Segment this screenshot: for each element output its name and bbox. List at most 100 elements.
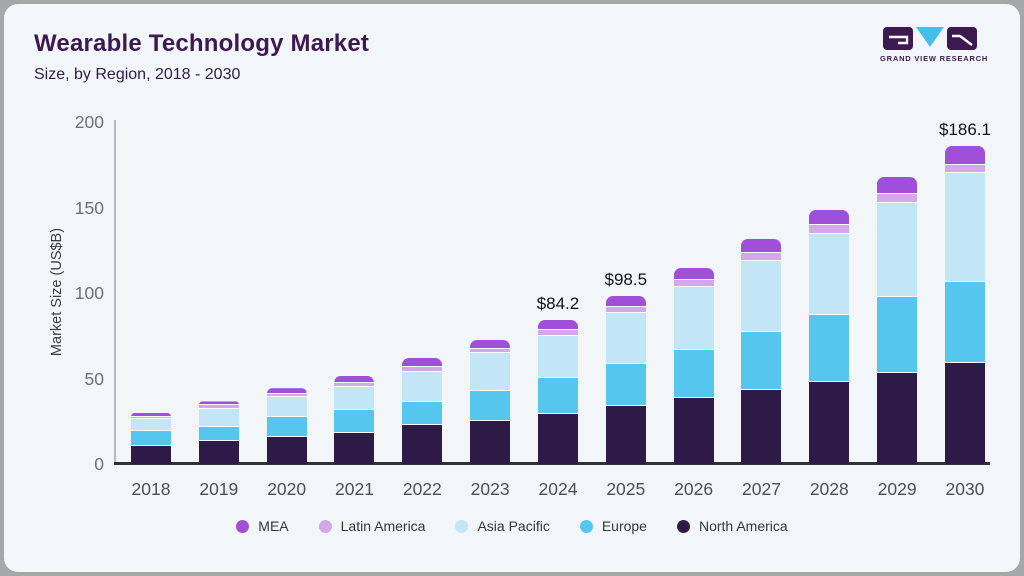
legend-swatch-icon	[676, 519, 690, 533]
bar-segment-2029-europe	[877, 297, 918, 373]
bar-segment-2018-europe	[131, 431, 171, 446]
bar-segment-2018-mea	[131, 412, 171, 417]
y-tick-label: 0	[94, 454, 104, 474]
x-tick-label-2019: 2019	[199, 479, 239, 499]
x-tick-label-2026: 2026	[674, 479, 714, 499]
x-tick-label-2020: 2020	[267, 479, 307, 499]
x-tick-label-2023: 2023	[470, 479, 510, 499]
bar-segment-2024-latin-america	[537, 329, 578, 336]
bar-segment-2021-mea	[334, 375, 375, 383]
bar-segment-2021-europe	[334, 410, 375, 433]
y-tick-label: 100	[74, 283, 104, 303]
legend-item-north-america: North America	[676, 518, 788, 534]
bar-segment-2029-mea	[877, 176, 918, 195]
logo-v-triangle-icon	[916, 26, 944, 47]
bar-segment-2023-europe	[470, 390, 511, 422]
bar-2030	[944, 145, 985, 464]
legend-label: Europe	[601, 518, 647, 534]
legend-label: Asia Pacific	[477, 518, 550, 534]
bar-segment-2021-north-america	[334, 432, 375, 464]
x-tick-label-2018: 2018	[131, 479, 171, 499]
page-title: Wearable Technology Market	[34, 30, 370, 57]
bar-segment-2022-asia-pacific	[402, 371, 443, 402]
bar-2022	[402, 358, 443, 464]
bar-segment-2027-latin-america	[741, 252, 782, 261]
bar-segment-2025-north-america	[605, 406, 646, 464]
bar-segment-2019-mea	[198, 401, 239, 406]
bar-segment-2025-europe	[605, 363, 646, 407]
chart-plot-area: Market Size (US$B) 0 50 100 150 200 2018 2019 2…	[4, 4, 1020, 572]
legend-swatch-icon	[236, 519, 250, 533]
x-tick-label-2025: 2025	[606, 479, 646, 499]
gvr-logo: GRAND VIEW RESEARCH	[880, 26, 989, 63]
logo-r-block-icon	[947, 26, 977, 50]
bar-segment-2018-asia-pacific	[131, 419, 171, 432]
bar-segment-2023-asia-pacific	[470, 353, 511, 391]
bar-segment-2028-north-america	[809, 381, 850, 464]
bar-segment-2019-latin-america	[198, 405, 239, 409]
bar-segment-2018-north-america	[131, 445, 171, 464]
bar-segment-2028-latin-america	[809, 224, 850, 234]
legend-item-mea: MEA	[236, 518, 289, 534]
bar-segment-2026-latin-america	[673, 280, 714, 288]
chart-legend: MEA Latin America Asia Pacific Europe North …	[4, 518, 1020, 534]
x-tick-label-2021: 2021	[335, 479, 374, 499]
x-tick-label-2030: 2030	[945, 479, 985, 499]
bar-2023	[470, 340, 511, 464]
bar-segment-2024-asia-pacific	[537, 335, 578, 379]
bar-segment-2022-europe	[402, 401, 443, 426]
bar-segment-2026-mea	[673, 268, 714, 281]
legend-item-asia-pacific: Asia Pacific	[455, 518, 550, 534]
legend-label: North America	[698, 518, 788, 534]
bar-segment-2026-europe	[673, 349, 714, 399]
bar-segment-2023-latin-america	[470, 348, 511, 354]
bar-2018	[131, 412, 171, 464]
x-tick-label-2022: 2022	[402, 479, 442, 499]
bar-segment-2026-asia-pacific	[673, 287, 714, 350]
bar-segment-2023-mea	[470, 340, 511, 349]
legend-label: Latin America	[340, 518, 426, 534]
bar-segment-2028-asia-pacific	[809, 233, 850, 315]
chart-card: Wearable Technology Market Size, by Regi…	[4, 4, 1020, 572]
bar-segment-2029-latin-america	[877, 194, 918, 204]
bar-segment-2030-europe	[944, 281, 985, 364]
legend-label: MEA	[258, 518, 289, 534]
bar-segment-2019-asia-pacific	[198, 408, 239, 427]
bar-2025	[605, 295, 646, 464]
bar-segment-2022-north-america	[402, 425, 443, 464]
bar-segment-2027-north-america	[741, 389, 782, 464]
bar-2024	[537, 320, 578, 464]
bar-segment-2024-europe	[537, 378, 578, 414]
y-tick-label: 150	[74, 197, 104, 218]
y-tick-label: 200	[74, 112, 104, 132]
bar-segment-2022-latin-america	[402, 367, 443, 372]
bar-segment-2030-mea	[944, 145, 985, 165]
bar-segment-2029-asia-pacific	[877, 203, 918, 298]
bar-segment-2018-latin-america	[131, 416, 171, 420]
bar-segment-2019-europe	[198, 426, 239, 442]
bar-segment-2024-mea	[537, 320, 578, 330]
x-tick-label-2027: 2027	[742, 479, 781, 499]
x-tick-label-2028: 2028	[809, 479, 849, 499]
legend-item-latin-america: Latin America	[318, 518, 426, 534]
bar-segment-2021-latin-america	[334, 382, 375, 387]
bar-segment-2020-europe	[266, 416, 307, 437]
bar-segment-2024-north-america	[537, 413, 578, 464]
bar-segment-2027-europe	[741, 332, 782, 390]
bar-segment-2021-asia-pacific	[334, 386, 375, 410]
bar-segment-2020-asia-pacific	[266, 396, 307, 417]
bar-segment-2020-latin-america	[266, 393, 307, 397]
bar-segment-2023-north-america	[470, 421, 511, 464]
bar-segment-2029-north-america	[877, 373, 918, 464]
bar-2026	[673, 268, 714, 464]
bar-value-label-2024: $84.2	[536, 294, 580, 313]
bar-2020	[266, 388, 307, 464]
bar-2028	[809, 209, 850, 464]
bar-segment-2020-mea	[266, 388, 307, 394]
legend-swatch-icon	[579, 519, 593, 533]
x-tick-label-2024: 2024	[538, 479, 578, 499]
bar-segment-2028-europe	[809, 314, 850, 382]
bar-value-label-2030: $186.1	[938, 119, 991, 139]
logo-text: GRAND VIEW RESEARCH	[880, 54, 989, 63]
